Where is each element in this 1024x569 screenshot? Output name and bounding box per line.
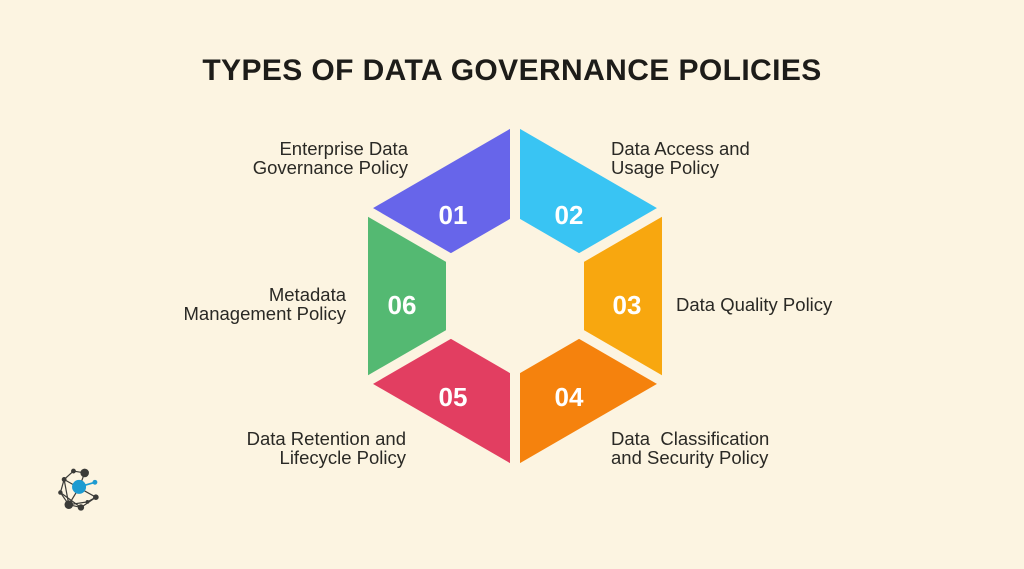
segment-05-number: 05: [438, 382, 468, 412]
segment-06-label: Metadata Management Policy: [183, 284, 346, 324]
segment-01-number: 01: [438, 200, 468, 230]
segment-01-shape: [368, 126, 515, 256]
segment-05-shape: [368, 336, 515, 466]
network-logo-icon: [58, 468, 99, 511]
segment-03-label: Data Quality Policy: [676, 294, 833, 315]
segment-separators: [353, 112, 677, 480]
segment-06-shape: [368, 211, 446, 381]
segment-03-shape: [584, 211, 662, 381]
segment-03-number: 03: [612, 290, 642, 320]
segment-04-label: Data Classification and Security Policy: [611, 428, 770, 468]
segment-02-number: 02: [554, 200, 584, 230]
segment-01-label: Enterprise Data Governance Policy: [252, 138, 408, 178]
network-logo-accent: [72, 479, 98, 494]
page-title: TYPES OF DATA GOVERNANCE POLICIES: [202, 54, 822, 87]
segment-05-label: Data Retention and Lifecycle Policy: [246, 428, 406, 468]
segment-06-number: 06: [387, 290, 417, 320]
segment-04-shape: [515, 336, 662, 466]
segment-02-label: Data Access and Usage Policy: [611, 138, 750, 178]
network-logo-nodes: [58, 468, 99, 511]
segment-02-shape: [515, 126, 662, 256]
segment-04-number: 04: [554, 382, 584, 412]
